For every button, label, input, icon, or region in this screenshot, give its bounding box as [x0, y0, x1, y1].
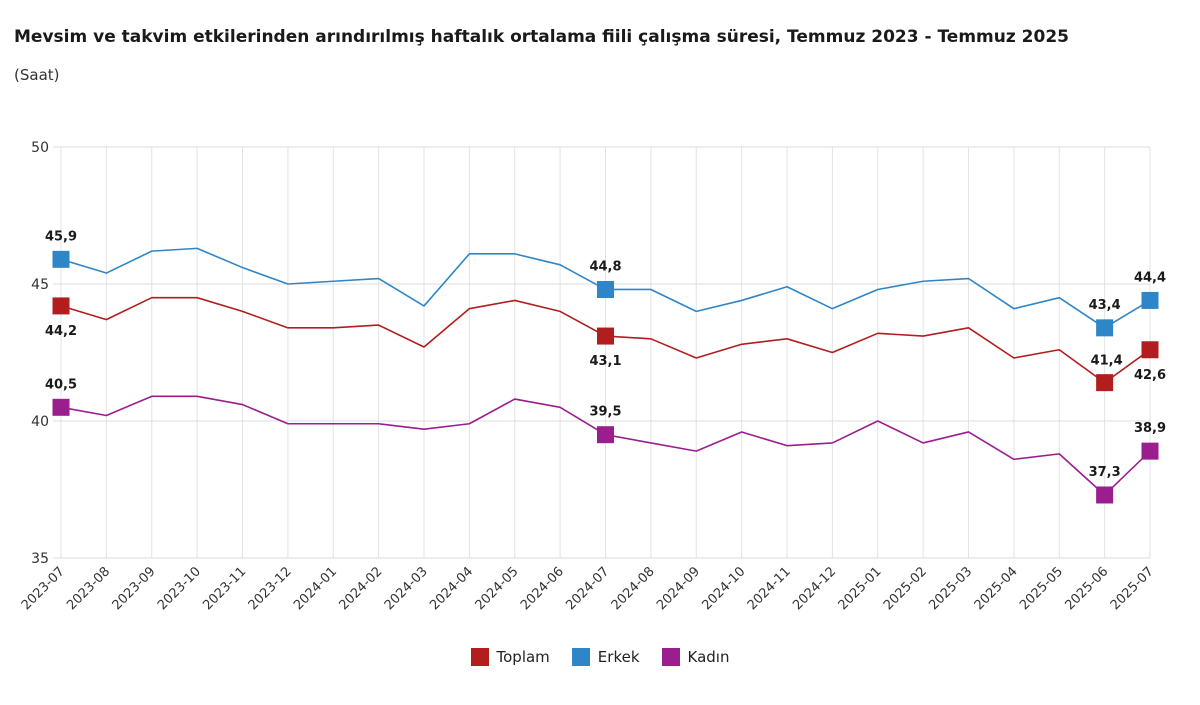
data-label: 44,2 — [45, 324, 77, 339]
y-tick-label: 50 — [31, 140, 49, 156]
data-label: 44,8 — [589, 259, 621, 274]
data-point-marker — [52, 297, 70, 315]
x-tick-label: 2024-12 — [790, 564, 839, 613]
x-tick-label: 2025-02 — [881, 564, 930, 613]
chart-title: Mevsim ve takvim etkilerinden arındırılm… — [14, 27, 1069, 47]
chart-legend: Toplam Erkek Kadın — [0, 648, 1200, 666]
x-tick-label: 2025-05 — [1017, 564, 1066, 613]
legend-swatch — [470, 648, 489, 666]
data-point-marker — [1096, 319, 1114, 337]
legend-item-kadın[interactable]: Kadın — [661, 648, 730, 666]
data-point-marker — [52, 398, 70, 416]
data-label: 37,3 — [1089, 465, 1121, 480]
data-label: 40,5 — [45, 377, 77, 392]
data-label: 44,4 — [1134, 270, 1166, 285]
legend-swatch — [661, 648, 680, 666]
x-tick-label: 2025-04 — [972, 564, 1021, 613]
x-tick-label: 2024-09 — [654, 564, 703, 613]
chart-subtitle: (Saat) — [14, 66, 60, 84]
data-point-marker — [597, 426, 614, 444]
x-tick-label: 2025-01 — [836, 564, 885, 613]
data-label: 43,1 — [589, 354, 621, 369]
x-tick-label: 2024-05 — [473, 564, 522, 613]
data-point-marker — [1141, 442, 1159, 460]
data-point-marker — [597, 327, 614, 345]
data-point-marker — [1096, 374, 1114, 392]
data-label: 41,4 — [1091, 354, 1123, 369]
x-tick-label: 2024-03 — [382, 564, 431, 613]
legend-label: Kadın — [687, 648, 730, 666]
x-tick-label: 2023-09 — [110, 564, 159, 613]
y-tick-label: 40 — [31, 414, 49, 430]
line-chart: 354045502023-072023-082023-092023-102023… — [19, 140, 1166, 613]
x-tick-label: 2024-02 — [336, 564, 385, 613]
data-label: 38,9 — [1134, 421, 1166, 436]
legend-item-erkek[interactable]: Erkek — [571, 648, 640, 666]
data-label: 43,4 — [1089, 298, 1121, 313]
data-point-marker — [1141, 341, 1159, 359]
x-tick-label: 2024-11 — [745, 564, 794, 613]
data-point-marker — [1096, 486, 1114, 504]
y-tick-label: 35 — [31, 551, 49, 567]
x-tick-label: 2024-10 — [699, 564, 748, 613]
data-label: 42,6 — [1134, 368, 1166, 383]
x-tick-label: 2024-06 — [518, 564, 567, 613]
data-point-marker — [52, 250, 70, 268]
x-tick-label: 2025-03 — [926, 564, 975, 613]
x-tick-label: 2024-04 — [427, 564, 476, 613]
data-label: 45,9 — [45, 229, 77, 244]
legend-item-toplam[interactable]: Toplam — [470, 648, 550, 666]
x-tick-label: 2023-08 — [64, 564, 113, 613]
y-tick-label: 45 — [31, 277, 49, 293]
x-tick-label: 2025-07 — [1108, 564, 1157, 613]
data-point-marker — [597, 280, 614, 298]
x-tick-label: 2023-12 — [246, 564, 295, 613]
x-tick-label: 2025-06 — [1062, 564, 1111, 613]
x-tick-label: 2023-11 — [200, 564, 249, 613]
legend-label: Toplam — [496, 648, 550, 666]
x-tick-label: 2024-08 — [609, 564, 658, 613]
data-point-marker — [1141, 291, 1159, 309]
legend-swatch — [571, 648, 590, 666]
x-tick-label: 2023-10 — [155, 564, 204, 613]
x-tick-label: 2024-01 — [291, 564, 340, 613]
x-tick-label: 2023-07 — [19, 564, 68, 613]
legend-label: Erkek — [597, 648, 640, 666]
x-tick-label: 2024-07 — [563, 564, 612, 613]
data-label: 39,5 — [589, 405, 621, 420]
